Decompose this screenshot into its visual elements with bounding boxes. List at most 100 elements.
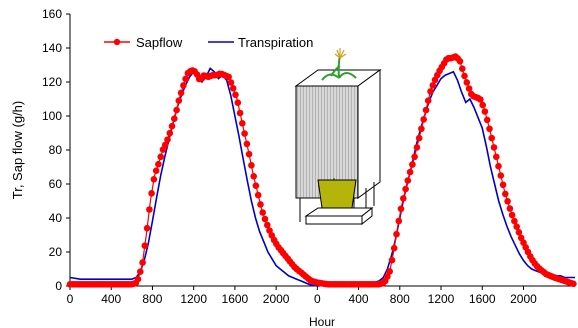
x-tick-label: 2000 — [510, 292, 537, 306]
series-point-sapflow — [239, 120, 246, 127]
series-point-sapflow — [264, 221, 271, 229]
series-point-sapflow — [415, 134, 423, 142]
series-point-sapflow — [225, 73, 232, 81]
y-tick-label: 40 — [49, 211, 63, 225]
series-point-sapflow — [395, 217, 403, 225]
series-point-sapflow — [241, 130, 248, 137]
series-point-sapflow — [229, 85, 237, 92]
series-point-sapflow — [164, 136, 171, 143]
series-point-sapflow — [388, 256, 396, 264]
chamber-side — [357, 69, 381, 199]
series-point-sapflow — [234, 99, 242, 106]
x-tick-label: 2000 — [263, 292, 290, 306]
x-tick-label: 400 — [349, 292, 369, 306]
series-point-sapflow — [259, 209, 267, 216]
y-tick-label: 0 — [55, 279, 62, 293]
series-point-sapflow — [459, 65, 466, 72]
series-point-sapflow — [177, 89, 185, 97]
series-point-sapflow — [236, 109, 244, 117]
series-point-sapflow — [488, 134, 496, 142]
y-tick-label: 120 — [42, 75, 62, 89]
x-tick-label: 1200 — [180, 292, 207, 306]
series-point-sapflow — [390, 244, 398, 252]
series-point-sapflow — [481, 108, 489, 115]
series-point-sapflow — [171, 115, 178, 122]
series-point-sapflow — [252, 182, 260, 189]
x-tick-label: 0 — [314, 292, 321, 306]
series-point-sapflow — [232, 91, 239, 99]
plant-tassel — [334, 48, 347, 59]
series-point-sapflow — [227, 79, 235, 86]
series-point-sapflow — [180, 82, 187, 89]
series-point-sapflow — [400, 195, 407, 202]
x-tick-label: 1600 — [469, 292, 496, 306]
plant-leaves — [321, 55, 357, 81]
potted-plant-chamber-illustration — [294, 48, 382, 226]
balance-top — [304, 207, 374, 217]
series-point-sapflow — [384, 273, 391, 280]
series-point-sapflow — [479, 101, 487, 109]
series-point-sapflow — [257, 201, 264, 208]
x-axis-title: Hour — [309, 315, 335, 328]
series-point-sapflow — [250, 173, 257, 180]
y-ticks: 0 20 40 60 80 100 120 140 160 — [42, 7, 70, 293]
series-point-sapflow — [146, 206, 153, 213]
series-point-sapflow — [175, 97, 183, 104]
series-point-sapflow — [477, 96, 484, 103]
series-point-sapflow — [261, 215, 269, 223]
legend-label-sapflow: Sapflow — [136, 35, 183, 50]
series-point-sapflow — [402, 185, 409, 193]
y-tick-label: 140 — [42, 41, 62, 55]
series-point-sapflow — [157, 153, 164, 161]
series-point-sapflow — [499, 181, 507, 189]
series-point-sapflow — [161, 141, 169, 149]
series-point-sapflow — [502, 190, 509, 198]
series-point-sapflow — [406, 168, 414, 176]
series-point-sapflow — [493, 153, 500, 161]
legend-item-transpiration: Transpiration — [208, 35, 313, 50]
balance-front — [305, 215, 363, 225]
series-point-sapflow — [248, 162, 255, 169]
series-point-sapflow — [173, 106, 180, 114]
series-point-sapflow — [504, 198, 511, 205]
series-point-sapflow — [420, 116, 428, 123]
series-group — [66, 53, 577, 288]
series-point-sapflow — [397, 205, 405, 213]
series-point-sapflow — [495, 162, 502, 170]
y-tick-label: 80 — [49, 143, 63, 157]
series-point-sapflow — [418, 125, 425, 133]
series-point-sapflow — [515, 229, 523, 236]
y-axis-title: Tr, Sap flow (g/h) — [10, 101, 25, 200]
legend-item-sapflow: Sapflow — [104, 35, 183, 50]
series-point-sapflow — [243, 140, 251, 148]
series-point-sapflow — [254, 191, 262, 199]
series-point-sapflow — [483, 116, 491, 124]
series-point-sapflow — [427, 88, 434, 95]
series-point-sapflow — [137, 268, 144, 276]
series-point-sapflow — [143, 224, 151, 232]
series-point-sapflow — [490, 144, 498, 151]
legend-label-transpiration: Transpiration — [238, 35, 313, 50]
series-point-sapflow — [141, 242, 149, 249]
series-point-sapflow — [497, 172, 505, 179]
x-tick-label: 800 — [142, 292, 162, 306]
series-point-sapflow — [409, 161, 416, 168]
series-point-sapflow — [155, 160, 162, 168]
series-point-sapflow — [429, 82, 437, 89]
series-point-sapflow — [166, 129, 174, 137]
series-point-sapflow — [245, 150, 253, 158]
series-point-sapflow — [508, 211, 516, 219]
legend: Sapflow Transpiration — [104, 35, 313, 50]
x-tick-label: 0 — [67, 292, 74, 306]
x-ticks: 0 400 800 1200 1600 2000 0 400 800 1200 1600 2000 — [67, 286, 537, 306]
series-point-sapflow — [422, 106, 430, 114]
series-point-sapflow — [168, 122, 176, 130]
series-point-sapflow — [152, 167, 160, 174]
y-tick-label: 100 — [42, 109, 62, 123]
series-point-sapflow — [456, 58, 464, 65]
y-tick-label: 160 — [42, 7, 62, 21]
x-tick-label: 1600 — [222, 292, 249, 306]
x-tick-label: 1200 — [428, 292, 455, 306]
series-point-sapflow — [393, 230, 400, 238]
